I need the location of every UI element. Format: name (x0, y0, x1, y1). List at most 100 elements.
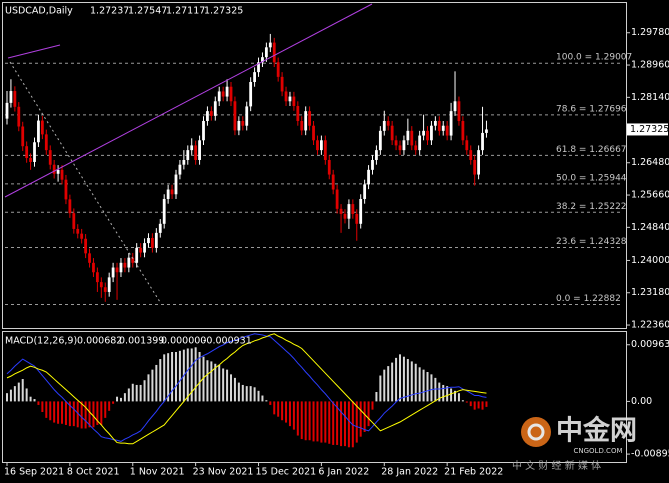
candle-body (445, 125, 449, 136)
y-tick-label: 1.24000 (631, 255, 669, 266)
histogram-bar (418, 367, 421, 402)
histogram-bar (68, 401, 71, 427)
histogram-bar (159, 359, 162, 402)
candle-body (123, 262, 127, 268)
histogram-bar (119, 397, 122, 402)
histogram-bar (414, 363, 417, 402)
candle-body (190, 145, 194, 151)
histogram-bar (135, 384, 138, 402)
histogram-bar (72, 401, 75, 427)
candle-body (154, 232, 158, 248)
y-tick-label: 1.22360 (631, 320, 669, 331)
candle-body (473, 159, 477, 175)
candle-body (367, 169, 370, 185)
histogram-bar (214, 363, 217, 402)
histogram-bar (477, 401, 480, 409)
candle-body (469, 150, 473, 160)
ohlc-open: 1.27237 (90, 6, 129, 17)
candle-body (327, 159, 331, 175)
histogram-bar (88, 401, 91, 428)
x-tick-label: 1 Nov 2021 (130, 467, 185, 478)
histogram-bar (332, 401, 335, 445)
histogram-bar (143, 380, 146, 402)
watermark-logo (521, 417, 551, 447)
candle-body (29, 158, 32, 162)
y-tick-label: 1.26480 (631, 157, 669, 168)
candle-body (60, 169, 64, 180)
candle-body (76, 228, 80, 234)
histogram-bar (454, 390, 457, 402)
histogram-bar (167, 353, 170, 402)
candle-body (481, 132, 484, 151)
histogram-bar (355, 401, 358, 443)
histogram-bar (281, 401, 284, 421)
ohlc-close: 1.27325 (204, 6, 243, 17)
candle-body (253, 72, 256, 82)
histogram-bar (104, 401, 107, 418)
histogram-bar (202, 356, 205, 402)
histogram-bar (395, 357, 398, 402)
ohlc-high: 1.27547 (128, 6, 167, 17)
histogram-bar (304, 401, 307, 441)
histogram-bar (171, 352, 174, 402)
candle-body (111, 267, 115, 278)
histogram-bar (92, 401, 95, 428)
histogram-bar (206, 360, 209, 402)
candle-body (430, 125, 433, 141)
price-frame (2, 2, 627, 329)
y-tick-label: 1.28960 (631, 60, 669, 71)
candle-body (143, 243, 146, 253)
histogram-bar (53, 401, 56, 423)
candle-body (390, 125, 394, 141)
histogram-bar (430, 374, 433, 402)
histogram-bar (25, 388, 28, 402)
candle-body (351, 204, 355, 214)
histogram-bar (473, 401, 476, 410)
y-tick-label: 0.00 (631, 396, 652, 407)
histogram-bar (288, 401, 291, 427)
candle-body (308, 111, 312, 126)
histogram-bar (328, 401, 331, 444)
fib-label: 78.6 = 1.27696 (556, 104, 627, 114)
candle-body (158, 223, 162, 233)
candle-body (17, 106, 21, 127)
candle-body (300, 120, 304, 131)
price-panel: 1.29780 1.28960 1.28140 1.26480 1.25660 1.248… (5, 27, 669, 331)
x-tick-label: 6 Jan 2022 (318, 467, 369, 478)
candle-body (131, 257, 135, 263)
candle-body (241, 120, 245, 126)
histogram-bar (438, 382, 441, 402)
histogram-bar (367, 401, 370, 427)
histogram-bar (442, 384, 445, 402)
candle-body (170, 189, 174, 195)
candle-body (292, 96, 296, 107)
x-tick-label: 15 Dec 2021 (256, 467, 317, 478)
candle-body (375, 150, 378, 160)
histogram-bar (112, 401, 115, 404)
histogram-bar (84, 401, 87, 429)
candle-body (237, 120, 241, 131)
candle-body (178, 164, 182, 175)
histogram-bar (33, 399, 36, 402)
histogram-bar (308, 401, 311, 441)
histogram-bar (450, 388, 453, 402)
candle-body (186, 150, 190, 160)
candle-body (64, 179, 68, 200)
candle-body (182, 159, 186, 165)
macd-title: MACD(12,26,9) (5, 336, 77, 347)
histogram-bar (123, 393, 126, 402)
histogram-bar (174, 352, 177, 402)
candle-body (99, 282, 103, 288)
candle-body (52, 164, 56, 174)
histogram-bar (116, 396, 119, 402)
histogram-bar (64, 401, 67, 425)
macd-readout: -0.000931 (203, 336, 252, 347)
macd-readout: 0.000682 (77, 336, 122, 347)
histogram-bar (402, 356, 405, 402)
last-price: 1.27325 (630, 124, 669, 135)
histogram-bar (285, 401, 288, 423)
histogram-bar (257, 390, 260, 402)
histogram-bar (210, 361, 213, 402)
candle-body (166, 189, 170, 199)
histogram-bar (399, 354, 401, 402)
